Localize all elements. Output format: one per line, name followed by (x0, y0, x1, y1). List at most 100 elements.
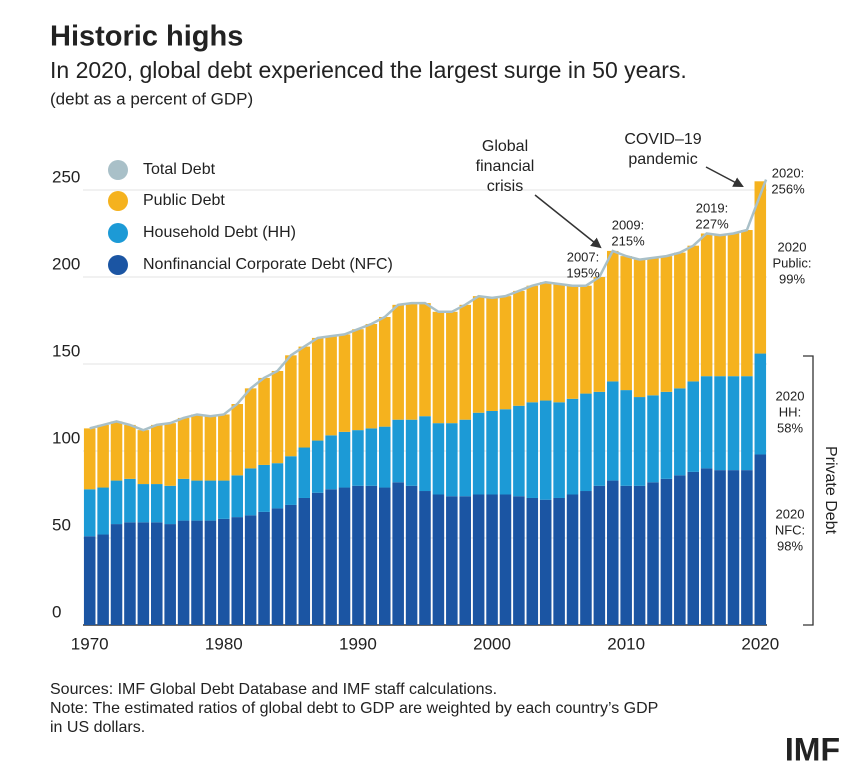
bar-segment (231, 404, 244, 476)
bar-segment (741, 376, 753, 471)
bar-segment (419, 491, 431, 625)
bar-segment (727, 470, 740, 625)
note: in US dollars. (50, 719, 145, 736)
bar-segment (244, 515, 257, 625)
bar-segment (593, 277, 606, 392)
y-tick-label: 250 (52, 167, 80, 186)
bar-segment (204, 480, 217, 521)
bar-segment (258, 377, 270, 465)
annotation: Public: (772, 255, 811, 270)
unit-note: (debt as a percent of GDP) (50, 89, 253, 108)
arrow (534, 194, 602, 249)
bar-segment (419, 416, 431, 492)
bar-segment (311, 337, 324, 441)
bar-segment (83, 489, 96, 537)
bar-segment (285, 504, 297, 625)
bar-segment (124, 478, 136, 523)
bar-segment (754, 353, 767, 455)
bar-segment (633, 485, 646, 625)
legend-swatch (108, 255, 128, 275)
annotation: 2019: (696, 200, 729, 215)
bar-segment (137, 430, 150, 485)
bar-segment (405, 303, 418, 420)
bar-segment (218, 480, 230, 519)
annotation: NFC: (775, 522, 805, 537)
bar-segment (647, 482, 659, 625)
bar-segment (700, 468, 713, 625)
bar-segment (365, 323, 378, 429)
bar-segment (620, 485, 632, 625)
bar-segment (647, 395, 659, 483)
bar-segment (513, 290, 525, 406)
bar-segment (405, 419, 418, 486)
bar-segment (177, 417, 190, 479)
bar-segment (97, 534, 109, 625)
annotation: 215% (611, 233, 645, 248)
bar-segment (378, 317, 391, 427)
annotation: 58% (777, 420, 803, 435)
bar-segment (218, 518, 230, 625)
bar-segment (593, 485, 606, 625)
bar-segment (432, 494, 445, 625)
bar-segment (432, 423, 445, 495)
bar-segment (539, 282, 552, 401)
bar-segment (446, 496, 458, 625)
chart-title: Historic highs (50, 21, 243, 53)
legend-swatch (108, 191, 128, 211)
bar-segment (660, 391, 673, 479)
bar-segment (553, 283, 565, 403)
legend-swatch (108, 160, 128, 180)
bar-segment (472, 494, 485, 625)
bar-segment (633, 397, 646, 486)
bar-segment (231, 517, 244, 625)
bar-segment (727, 376, 740, 471)
bar-segment (754, 181, 767, 354)
annotation: crisis (487, 178, 523, 195)
bar-segment (499, 494, 512, 625)
bar-segment (714, 235, 726, 377)
bar-segment (539, 400, 552, 500)
x-tick-label: 2010 (607, 634, 645, 653)
bar-segment (660, 478, 673, 625)
note: Note: The estimated ratios of global deb… (50, 700, 658, 717)
bar-segment (365, 428, 378, 486)
bar-segment (191, 520, 203, 625)
y-tick-label: 200 (52, 254, 80, 273)
bar-segment (164, 485, 176, 525)
bar-segment (472, 296, 485, 413)
bar-segment (472, 412, 485, 495)
y-tick-label: 50 (52, 515, 71, 534)
bar-segment (526, 497, 539, 625)
bar-segment (553, 497, 565, 625)
bar-segment (392, 419, 404, 483)
bar-segment (526, 402, 539, 498)
bar-segment (150, 424, 163, 485)
x-tick-label: 2000 (473, 634, 511, 653)
annotation: 2007: (567, 249, 600, 264)
y-tick-label: 0 (52, 602, 61, 621)
sources: Sources: IMF Global Debt Database and IM… (50, 681, 497, 698)
bar-segment (620, 390, 632, 486)
bar-segment (499, 296, 512, 410)
bar-segment (446, 311, 458, 424)
bar-segment (499, 409, 512, 495)
total-line (89, 179, 768, 432)
bar-segment (97, 424, 109, 488)
annotation: 2020 (778, 239, 807, 254)
bracket-label: Private Debt (822, 446, 839, 535)
bar-segment (539, 499, 552, 625)
annotation: 2020 (776, 388, 805, 403)
annotation: 2020 (776, 506, 805, 521)
bar-segment (687, 471, 700, 625)
bar-segment (325, 489, 337, 625)
x-tick-label: 1970 (71, 634, 109, 653)
bar-segment (285, 355, 297, 457)
chart-subtitle: In 2020, global debt experienced the lar… (50, 57, 687, 83)
bar-segment (83, 536, 96, 625)
bar-segment (687, 245, 700, 382)
bar-segment (191, 414, 203, 481)
bar-segment (164, 524, 176, 625)
bar-segment (150, 484, 163, 523)
annotation: Global (482, 138, 528, 155)
bar-segment (124, 424, 136, 479)
